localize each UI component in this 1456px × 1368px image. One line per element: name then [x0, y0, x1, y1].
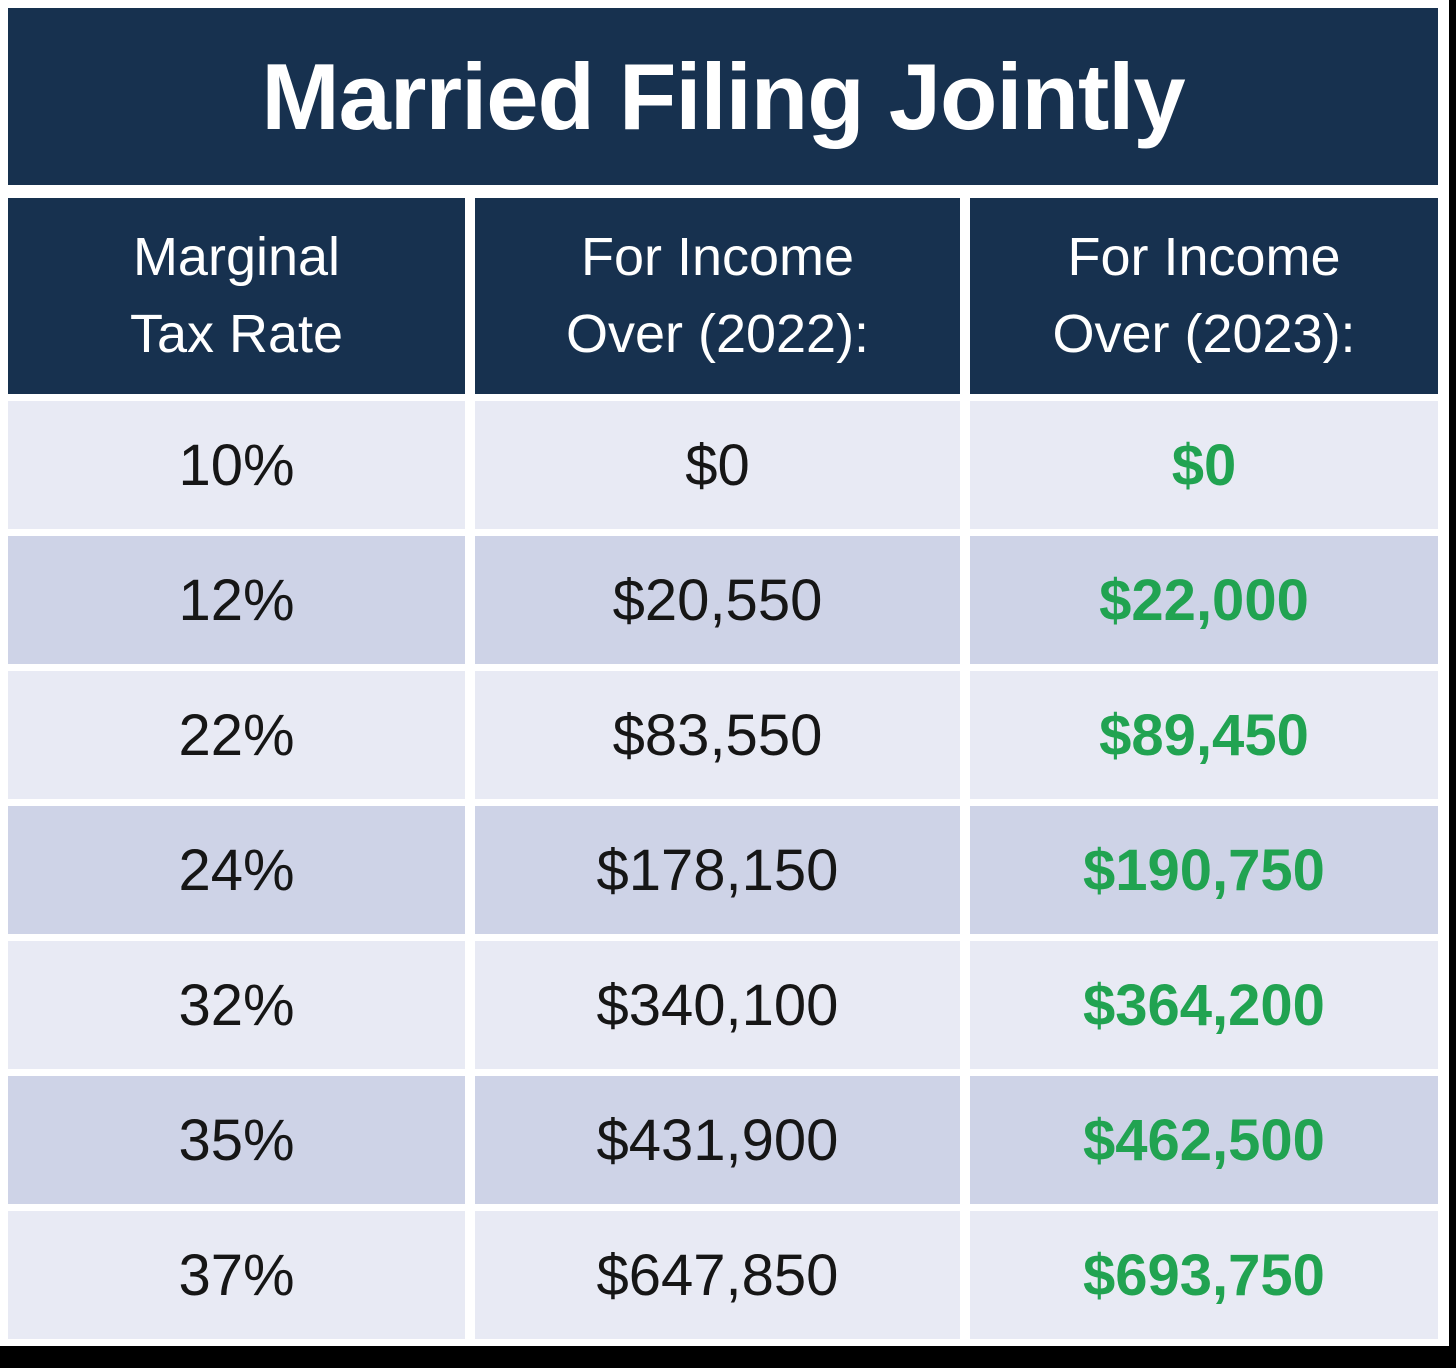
cell-marginal-rate: 12%: [8, 536, 465, 664]
table-row: 35% $431,900 $462,500: [8, 1076, 1438, 1204]
header-line: Tax Rate: [129, 304, 344, 364]
cell-income-2023: $190,750: [970, 806, 1438, 934]
table-row: 12% $20,550 $22,000: [8, 536, 1438, 664]
cell-marginal-rate: 32%: [8, 941, 465, 1069]
cell-income-2022: $178,150: [475, 806, 960, 934]
cell-income-2022: $647,850: [475, 1211, 960, 1339]
table-rows: 10% $0 $0 12% $20,550 $22,000 22% $83,55…: [8, 401, 1438, 1339]
cell-income-2022: $20,550: [475, 536, 960, 664]
cell-income-2023: $462,500: [970, 1076, 1438, 1204]
cell-income-2022: $83,550: [475, 671, 960, 799]
table-header-row: Marginal Tax Rate For Income Over (2022)…: [8, 198, 1438, 394]
cell-marginal-rate: 35%: [8, 1076, 465, 1204]
cell-marginal-rate: 22%: [8, 671, 465, 799]
table-row: 24% $178,150 $190,750: [8, 806, 1438, 934]
header-line: Marginal: [132, 227, 341, 288]
header-line: For Income: [1067, 227, 1341, 288]
cell-marginal-rate: 24%: [8, 806, 465, 934]
header-line: Over (2023):: [1052, 304, 1356, 364]
table-row: 32% $340,100 $364,200: [8, 941, 1438, 1069]
header-income-2022: For Income Over (2022):: [475, 198, 960, 394]
header-income-2023: For Income Over (2023):: [970, 198, 1438, 394]
white-matte: Married Filing Jointly Marginal Tax Rate…: [0, 0, 1449, 1346]
header-marginal-tax-rate: Marginal Tax Rate: [8, 198, 465, 394]
header-line: For Income: [580, 227, 855, 288]
cell-marginal-rate: 37%: [8, 1211, 465, 1339]
cell-marginal-rate: 10%: [8, 401, 465, 529]
table-row: 37% $647,850 $693,750: [8, 1211, 1438, 1339]
table-row: 22% $83,550 $89,450: [8, 671, 1438, 799]
cell-income-2023: $89,450: [970, 671, 1438, 799]
cell-income-2023: $0: [970, 401, 1438, 529]
cell-income-2022: $0: [475, 401, 960, 529]
table-title: Married Filing Jointly: [8, 8, 1438, 185]
header-line: Over (2022):: [565, 304, 870, 364]
cell-income-2023: $364,200: [970, 941, 1438, 1069]
cell-income-2023: $22,000: [970, 536, 1438, 664]
table-row: 10% $0 $0: [8, 401, 1438, 529]
tax-bracket-table: Married Filing Jointly Marginal Tax Rate…: [8, 8, 1438, 1339]
cell-income-2023: $693,750: [970, 1211, 1438, 1339]
cell-income-2022: $340,100: [475, 941, 960, 1069]
cell-income-2022: $431,900: [475, 1076, 960, 1204]
